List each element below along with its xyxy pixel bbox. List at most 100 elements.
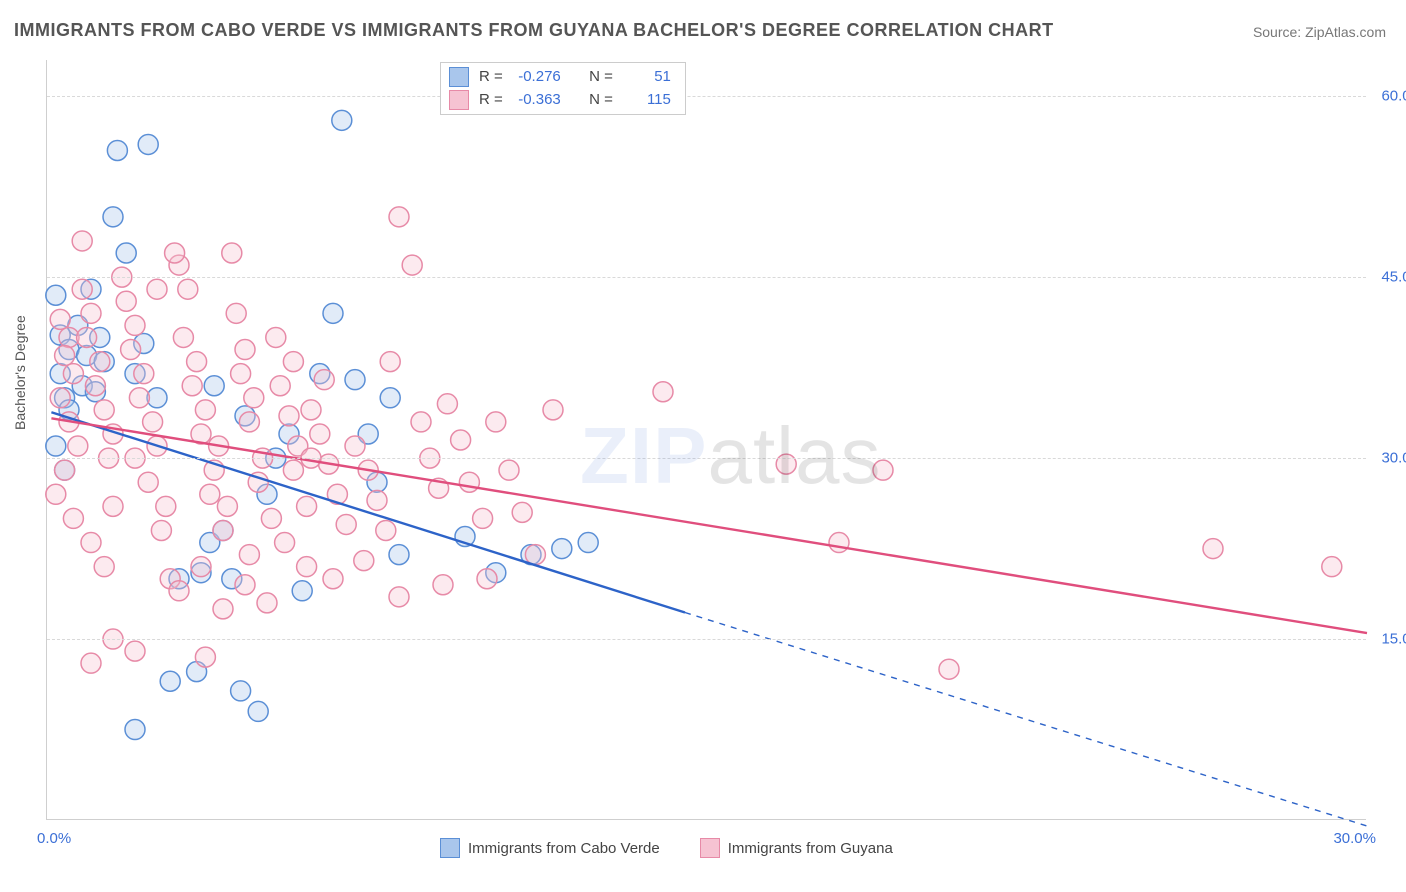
data-point <box>107 140 127 160</box>
data-point <box>283 460 303 480</box>
data-point <box>345 436 365 456</box>
data-point <box>380 388 400 408</box>
y-tick-label: 15.0% <box>1374 631 1406 648</box>
legend-label-guyana: Immigrants from Guyana <box>728 840 893 857</box>
data-point <box>63 508 83 528</box>
data-point <box>103 496 123 516</box>
data-point <box>55 346 75 366</box>
data-point <box>939 659 959 679</box>
data-point <box>261 508 281 528</box>
data-point <box>301 400 321 420</box>
data-point <box>116 243 136 263</box>
data-point <box>459 472 479 492</box>
data-point <box>213 599 233 619</box>
data-point <box>499 460 519 480</box>
data-point <box>231 364 251 384</box>
chart-container: IMMIGRANTS FROM CABO VERDE VS IMMIGRANTS… <box>0 0 1406 892</box>
y-axis-label: Bachelor's Degree <box>12 315 28 430</box>
data-point <box>217 496 237 516</box>
data-point <box>402 255 422 275</box>
data-point <box>292 581 312 601</box>
n-value-cabo-verde: 51 <box>623 66 671 89</box>
data-point <box>257 593 277 613</box>
r-label: R = <box>479 89 503 112</box>
data-point <box>204 376 224 396</box>
data-point <box>81 653 101 673</box>
stats-row-cabo-verde: R = -0.276 N = 51 <box>449 66 671 89</box>
data-point <box>389 207 409 227</box>
data-point <box>169 581 189 601</box>
data-point <box>63 364 83 384</box>
source-label: Source: ZipAtlas.com <box>1253 24 1386 40</box>
r-label: R = <box>479 66 503 89</box>
data-point <box>50 309 70 329</box>
data-point <box>222 243 242 263</box>
data-point <box>213 520 233 540</box>
legend-item-guyana: Immigrants from Guyana <box>700 838 893 858</box>
data-point <box>376 520 396 540</box>
data-point <box>486 412 506 432</box>
data-point <box>239 545 259 565</box>
data-point <box>345 370 365 390</box>
data-point <box>226 303 246 323</box>
legend-label-cabo-verde: Immigrants from Cabo Verde <box>468 840 660 857</box>
r-value-cabo-verde: -0.276 <box>513 66 561 89</box>
data-point <box>297 557 317 577</box>
scatter-svg <box>47 60 1366 819</box>
data-point <box>147 279 167 299</box>
stats-row-guyana: R = -0.363 N = 115 <box>449 89 671 112</box>
n-label: N = <box>589 89 613 112</box>
data-point <box>46 285 66 305</box>
data-point <box>116 291 136 311</box>
data-point <box>473 508 493 528</box>
data-point <box>90 352 110 372</box>
data-point <box>270 376 290 396</box>
data-point <box>525 545 545 565</box>
data-point <box>244 388 264 408</box>
data-point <box>156 496 176 516</box>
data-point <box>55 460 75 480</box>
data-point <box>200 484 220 504</box>
data-point <box>1203 539 1223 559</box>
data-point <box>125 720 145 740</box>
data-point <box>239 412 259 432</box>
data-point <box>143 412 163 432</box>
data-point <box>389 545 409 565</box>
data-point <box>512 502 532 522</box>
data-point <box>279 406 299 426</box>
swatch-guyana <box>449 90 469 110</box>
legend-item-cabo-verde: Immigrants from Cabo Verde <box>440 838 660 858</box>
data-point <box>653 382 673 402</box>
data-point <box>195 647 215 667</box>
data-point <box>138 134 158 154</box>
data-point <box>323 569 343 589</box>
gridline <box>47 96 1366 97</box>
data-point <box>332 110 352 130</box>
data-point <box>873 460 893 480</box>
plot-area: 15.0%30.0%45.0%60.0%0.0%30.0% <box>46 60 1366 820</box>
gridline <box>47 458 1366 459</box>
data-point <box>72 279 92 299</box>
data-point <box>46 436 66 456</box>
series-legend: Immigrants from Cabo Verde Immigrants fr… <box>440 838 893 858</box>
data-point <box>77 327 97 347</box>
data-point <box>578 533 598 553</box>
n-label: N = <box>589 66 613 89</box>
data-point <box>314 370 334 390</box>
data-point <box>477 569 497 589</box>
data-point <box>191 557 211 577</box>
legend-swatch-cabo-verde <box>440 838 460 858</box>
data-point <box>248 701 268 721</box>
data-point <box>297 496 317 516</box>
data-point <box>367 490 387 510</box>
legend-swatch-guyana <box>700 838 720 858</box>
y-tick-label: 30.0% <box>1374 450 1406 467</box>
data-point <box>235 575 255 595</box>
gridline <box>47 639 1366 640</box>
data-point <box>310 424 330 444</box>
data-point <box>829 533 849 553</box>
trend-line-extrapolated <box>685 613 1367 827</box>
data-point <box>178 279 198 299</box>
data-point <box>165 243 185 263</box>
x-tick-label: 30.0% <box>1333 830 1376 847</box>
